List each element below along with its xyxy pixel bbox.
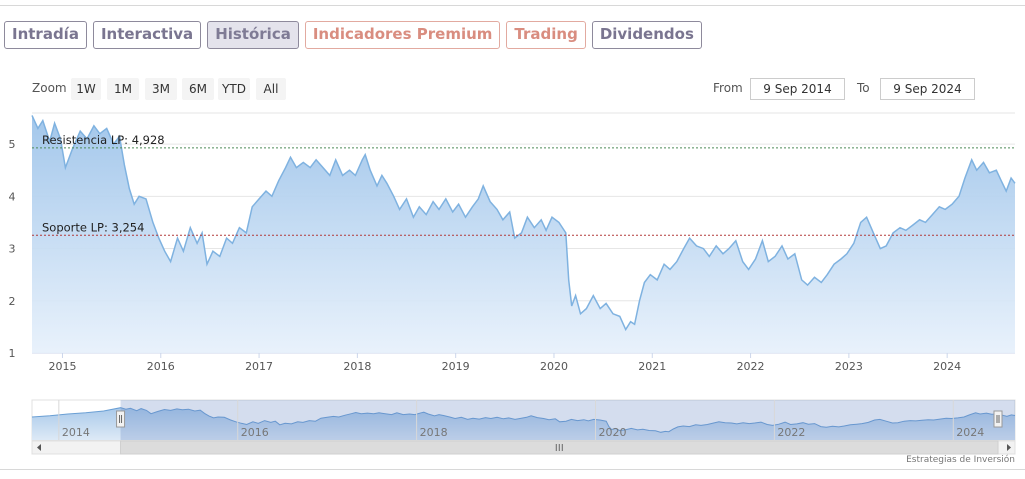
x-tick-label: 2017: [245, 360, 273, 373]
x-tick-label: 2023: [835, 360, 863, 373]
x-tick-label: 2022: [737, 360, 765, 373]
navigator-area: [32, 407, 1015, 440]
support-label: Soporte LP: 3,254: [42, 220, 144, 234]
navigator-tick-label: 2018: [420, 426, 448, 439]
tab-historica[interactable]: Histórica: [207, 21, 299, 49]
navigator-tick-label: 2020: [599, 426, 627, 439]
from-date-input[interactable]: 9 Sep 2014: [750, 78, 845, 100]
resistance-label: Resistencia LP: 4,928: [42, 133, 165, 147]
navigator-tick-label: 2016: [241, 426, 269, 439]
zoom-label: Zoom: [32, 81, 67, 95]
zoom-3m-button[interactable]: 3M: [145, 78, 177, 100]
x-tick-label: 2015: [48, 360, 76, 373]
y-tick-label: 5: [9, 138, 16, 151]
zoom-all-button[interactable]: All: [256, 78, 286, 100]
to-date-input[interactable]: 9 Sep 2024: [880, 78, 975, 100]
zoom-ytd-button[interactable]: YTD: [218, 78, 250, 100]
x-tick-label: 2019: [442, 360, 470, 373]
price-area: [32, 115, 1015, 354]
navigator-line: [31, 407, 1016, 433]
navigator-tick-label: 2022: [777, 426, 805, 439]
zoom-1m-button[interactable]: 1M: [107, 78, 139, 100]
scroll-right-arrow-icon[interactable]: [1007, 444, 1011, 451]
navigator-right-handle[interactable]: [993, 410, 1003, 428]
scrollbar[interactable]: [31, 440, 1016, 455]
navigator-selection[interactable]: [120, 400, 1016, 440]
zoom-6m-button[interactable]: 6M: [182, 78, 214, 100]
x-tick-label: 2024: [933, 360, 961, 373]
y-tick-label: 4: [9, 190, 16, 203]
chart-tabs: Intradía Interactiva Histórica Indicador…: [4, 21, 702, 49]
x-tick-label: 2020: [540, 360, 568, 373]
y-tick-label: 1: [9, 347, 16, 360]
navigator[interactable]: 2014 2016 2018 2020 2022 2024: [31, 399, 1016, 455]
x-tick-label: 2021: [638, 360, 666, 373]
x-tick-label: 2018: [343, 360, 371, 373]
y-axis: 1 2 3 4 5: [9, 138, 16, 360]
navigator-tick-label: 2014: [62, 426, 90, 439]
tab-trading[interactable]: Trading: [506, 21, 586, 49]
top-divider: [0, 5, 1025, 6]
scroll-left-arrow-icon[interactable]: [37, 444, 41, 451]
chart-credits: Estrategias de Inversión: [906, 455, 1015, 465]
tab-indicadores-premium[interactable]: Indicadores Premium: [304, 21, 501, 49]
bottom-divider: [0, 469, 1025, 470]
tab-intradia[interactable]: Intradía: [4, 21, 87, 49]
from-label: From: [713, 81, 743, 95]
tab-interactiva[interactable]: Interactiva: [92, 21, 202, 49]
y-tick-label: 3: [9, 243, 16, 256]
x-tick-label: 2016: [147, 360, 175, 373]
y-tick-label: 2: [9, 295, 16, 308]
tab-dividendos[interactable]: Dividendos: [591, 21, 702, 49]
navigator-left-handle[interactable]: [116, 410, 126, 428]
to-label: To: [857, 81, 870, 95]
navigator-tick-label: 2024: [956, 426, 984, 439]
x-axis: 2015 2016 2017 2018 2019 2020 2021 2022 2023 2024: [32, 352, 1015, 373]
zoom-1w-button[interactable]: 1W: [71, 78, 101, 100]
